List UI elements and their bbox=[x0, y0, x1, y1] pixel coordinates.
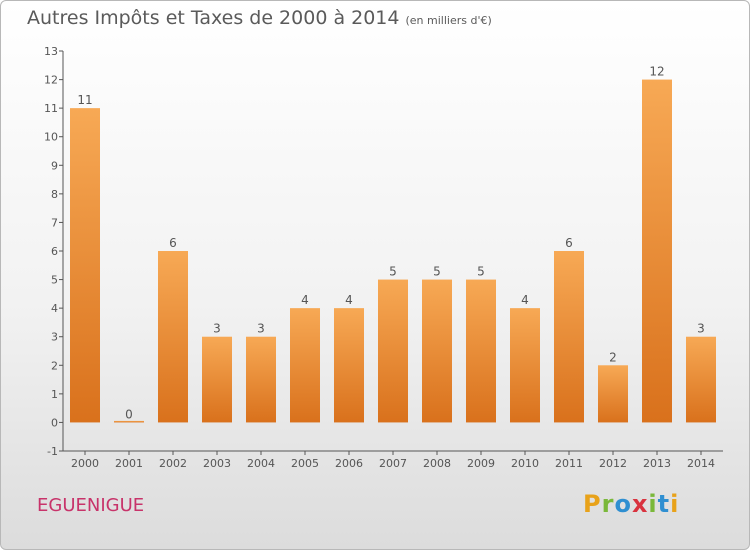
brand-logo-letter: i bbox=[648, 490, 658, 518]
bar bbox=[290, 308, 320, 423]
y-tick-label: 5 bbox=[51, 274, 58, 287]
data-label: 5 bbox=[477, 265, 485, 279]
data-label: 4 bbox=[345, 293, 353, 307]
x-tick-label: 2013 bbox=[643, 457, 671, 470]
x-tick-label: 2001 bbox=[115, 457, 143, 470]
brand-logo-letter: i bbox=[670, 490, 680, 518]
data-label: 6 bbox=[565, 236, 573, 250]
x-tick-label: 2006 bbox=[335, 457, 363, 470]
y-tick-label: 7 bbox=[51, 216, 58, 229]
chart-title-text: Autres Impôts et Taxes de 2000 à 2014 bbox=[27, 7, 400, 29]
data-label: 4 bbox=[521, 293, 529, 307]
bar bbox=[246, 336, 276, 423]
x-tick-label: 2008 bbox=[423, 457, 451, 470]
y-tick-label: 11 bbox=[44, 102, 58, 115]
bar bbox=[554, 251, 584, 423]
bar bbox=[466, 279, 496, 423]
x-tick-label: 2003 bbox=[203, 457, 231, 470]
chart-subtitle: (en milliers d'€) bbox=[405, 14, 492, 27]
bar bbox=[598, 365, 628, 423]
x-tick-label: 2007 bbox=[379, 457, 407, 470]
data-label: 2 bbox=[609, 350, 617, 364]
chart-title: Autres Impôts et Taxes de 2000 à 2014 (en… bbox=[27, 7, 492, 29]
bar bbox=[202, 336, 232, 423]
x-tick-label: 2014 bbox=[687, 457, 715, 470]
y-tick-label: 2 bbox=[51, 359, 58, 372]
brand-logo: Proxiti bbox=[583, 490, 679, 518]
x-tick-label: 2000 bbox=[71, 457, 99, 470]
data-label: 5 bbox=[389, 265, 397, 279]
y-tick-label: 1 bbox=[51, 388, 58, 401]
x-tick-label: 2002 bbox=[159, 457, 187, 470]
bar bbox=[422, 279, 452, 423]
bar bbox=[642, 79, 672, 423]
bar bbox=[158, 251, 188, 423]
data-label: 0 bbox=[125, 407, 133, 421]
y-tick-label: 12 bbox=[44, 74, 58, 87]
y-tick-label: 13 bbox=[44, 45, 58, 58]
y-tick-label: 3 bbox=[51, 331, 58, 344]
bar bbox=[70, 108, 100, 423]
data-label: 4 bbox=[301, 293, 309, 307]
y-tick-label: 10 bbox=[44, 131, 58, 144]
x-tick-label: 2011 bbox=[555, 457, 583, 470]
y-tick-label: 4 bbox=[51, 302, 58, 315]
data-label: 3 bbox=[257, 322, 265, 336]
brand-logo-letter: x bbox=[631, 490, 649, 518]
y-tick-label: 6 bbox=[51, 245, 58, 258]
data-label: 3 bbox=[697, 322, 705, 336]
commune-name: EGUENIGUE bbox=[37, 495, 145, 516]
y-tick-label: -1 bbox=[47, 445, 58, 458]
data-label: 6 bbox=[169, 236, 177, 250]
x-tick-label: 2004 bbox=[247, 457, 275, 470]
brand-logo-letter: o bbox=[614, 490, 632, 518]
data-label: 5 bbox=[433, 265, 441, 279]
bar bbox=[510, 308, 540, 423]
data-label: 11 bbox=[77, 93, 92, 107]
y-tick-label: 0 bbox=[51, 416, 58, 429]
x-tick-label: 2010 bbox=[511, 457, 539, 470]
bar bbox=[686, 336, 716, 423]
x-tick-label: 2005 bbox=[291, 457, 319, 470]
y-tick-label: 9 bbox=[51, 159, 58, 172]
x-tick-label: 2009 bbox=[467, 457, 495, 470]
bar bbox=[334, 308, 364, 423]
bar bbox=[378, 279, 408, 423]
bar bbox=[114, 420, 144, 423]
data-label: 3 bbox=[213, 322, 221, 336]
brand-logo-letter: r bbox=[601, 490, 615, 518]
data-label: 12 bbox=[649, 65, 664, 79]
brand-logo-letter: P bbox=[583, 490, 602, 518]
x-tick-label: 2012 bbox=[599, 457, 627, 470]
y-tick-label: 8 bbox=[51, 188, 58, 201]
brand-logo-letter: t bbox=[657, 490, 671, 518]
